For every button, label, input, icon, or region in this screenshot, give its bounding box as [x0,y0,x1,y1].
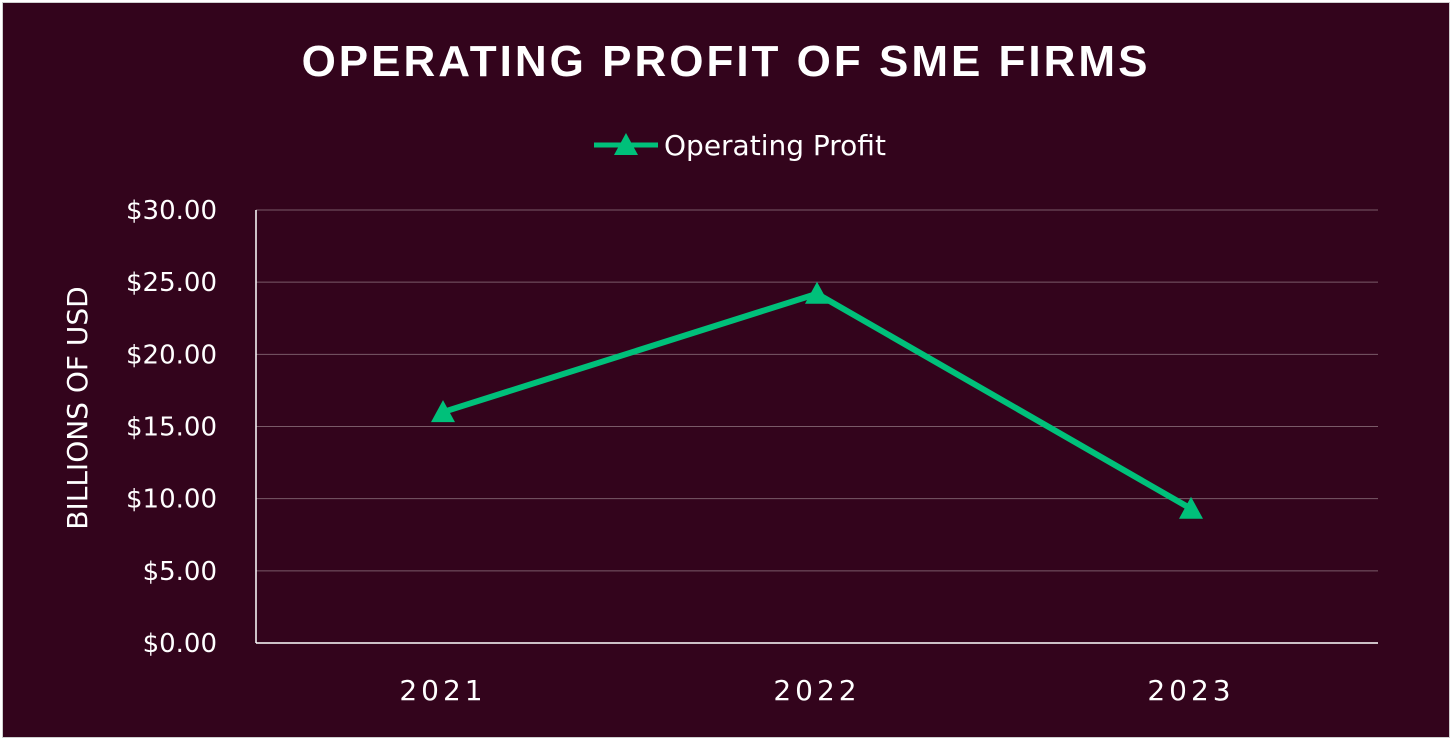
y-tick-label: $20.00 [126,340,217,370]
axes [255,210,1378,644]
data-point-marker [805,281,829,304]
y-axis-label: BILLIONS OF USD [61,286,94,529]
chart-title: OPERATING PROFIT OF SME FIRMS [302,37,1151,86]
y-tick-label: $0.00 [143,629,217,659]
y-tick-label: $5.00 [143,557,217,587]
x-tick-label: 2022 [773,674,860,707]
y-axis-ticks: $0.00 $5.00 $10.00 $15.00 $20.00 $25.00 $30.00 [126,196,217,659]
y-tick-label: $30.00 [126,196,217,226]
x-axis-ticks: 2021 2022 2023 [399,674,1234,707]
gridlines [256,209,1378,572]
y-tick-label: $15.00 [126,413,217,443]
y-tick-label: $10.00 [126,485,217,515]
x-tick-label: 2023 [1147,674,1234,707]
series-operating-profit [431,281,1203,519]
data-point-marker [431,400,455,423]
y-tick-label: $25.00 [126,268,217,298]
series-line [442,290,1193,512]
legend: Operating Profit [594,129,886,162]
x-tick-label: 2021 [399,674,486,707]
legend-triangle-marker [614,133,638,155]
data-point-marker [1179,496,1203,519]
legend-label-operating-profit: Operating Profit [664,129,886,162]
